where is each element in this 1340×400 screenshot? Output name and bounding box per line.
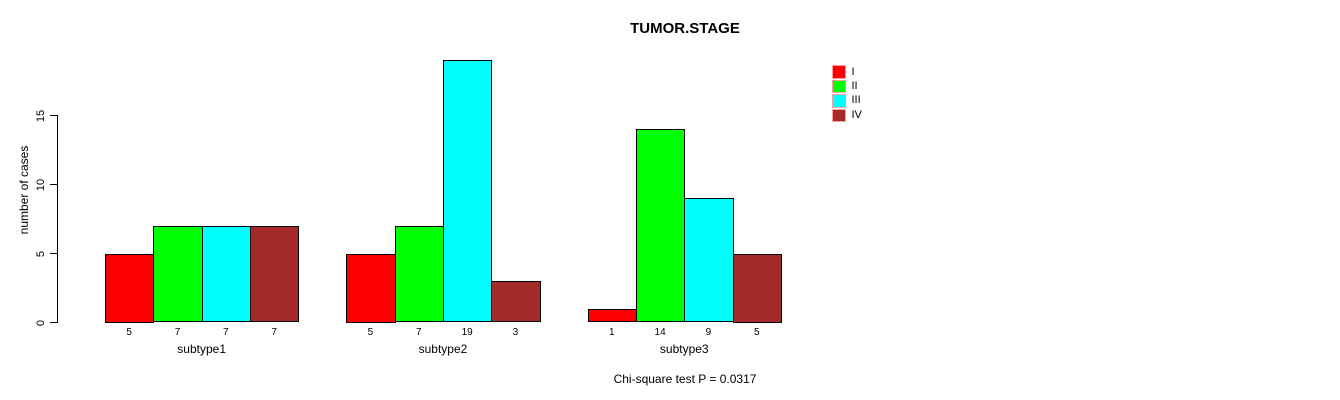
- bar-value-label: 19: [461, 326, 473, 338]
- bar-value-label: 5: [367, 326, 374, 338]
- bar-subtype2-stage-IV: [491, 281, 541, 323]
- bar-value-label: 1: [608, 326, 615, 338]
- legend-swatch-icon: [832, 65, 846, 79]
- bar-value-label: 5: [126, 326, 132, 338]
- category-label-subtype1: subtype1: [177, 342, 227, 356]
- chi-square-annotation: Chi-square test P = 0.0317: [613, 372, 757, 386]
- bar-subtype3-stage-IV: [732, 253, 782, 323]
- y-tick-label: 10: [35, 178, 47, 191]
- bar-subtype1-stage-II: [153, 225, 203, 323]
- y-axis-label: number of cases: [17, 145, 31, 235]
- y-tick-mark: [50, 184, 58, 185]
- legend-item-III: III: [832, 94, 862, 108]
- legend-swatch-icon: [832, 79, 846, 94]
- chart-title: TUMOR.STAGE: [630, 20, 740, 37]
- bar-value-label: 7: [174, 326, 181, 338]
- bar-subtype3-stage-I: [587, 308, 637, 323]
- bar-value-label: 3: [512, 326, 519, 338]
- legend-swatch-icon: [832, 108, 846, 123]
- bar-subtype1-stage-III: [201, 225, 251, 323]
- bar-subtype3-stage-III: [684, 198, 734, 323]
- category-label-subtype2: subtype2: [418, 342, 468, 356]
- bar-subtype2-stage-III: [442, 60, 493, 323]
- legend-label: II: [851, 80, 858, 93]
- legend-item-II: II: [832, 79, 862, 94]
- y-tick-mark: [50, 115, 58, 116]
- y-tick-mark: [50, 322, 58, 323]
- y-tick-label: 15: [35, 109, 47, 122]
- category-label-subtype3: subtype3: [659, 342, 709, 356]
- bar-value-label: 14: [654, 326, 666, 338]
- legend-item-I: I: [832, 65, 862, 79]
- legend-item-IV: IV: [832, 108, 862, 123]
- legend: I II III IV: [832, 65, 862, 123]
- bar-value-label: 7: [271, 326, 277, 338]
- y-tick-label: 0: [35, 319, 47, 326]
- bar-value-label: 9: [705, 326, 712, 338]
- legend-label: IV: [851, 108, 862, 121]
- legend-label: I: [851, 65, 855, 78]
- bar-value-label: 5: [753, 326, 760, 338]
- bar-subtype3-stage-II: [635, 129, 686, 323]
- bar-subtype1-stage-I: [105, 253, 155, 323]
- y-tick-mark: [50, 253, 58, 254]
- bar-value-label: 7: [223, 326, 229, 338]
- legend-label: III: [851, 94, 861, 107]
- bar-subtype2-stage-II: [394, 225, 444, 323]
- bar-subtype1-stage-IV: [249, 225, 300, 323]
- legend-swatch-icon: [832, 94, 846, 108]
- y-axis-line: [57, 115, 58, 323]
- y-tick-label: 5: [35, 250, 47, 257]
- bar-value-label: 7: [416, 326, 422, 338]
- bar-subtype2-stage-I: [346, 253, 396, 323]
